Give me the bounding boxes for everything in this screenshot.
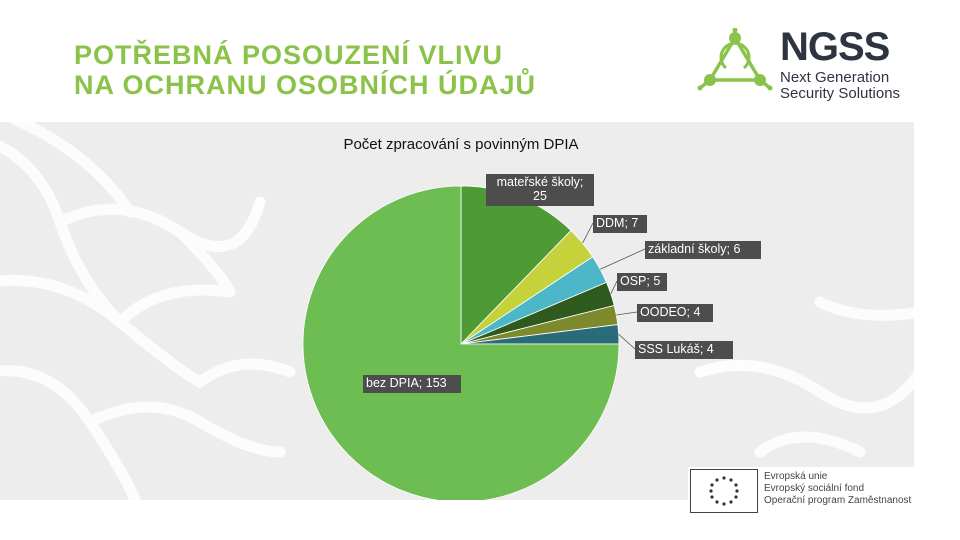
chart-title: Počet zpracování s povinným DPIA xyxy=(343,136,578,153)
data-label-oodeo: OODEO; 4 xyxy=(640,305,700,319)
leader-line xyxy=(618,334,636,350)
eu-funding-logo: Evropská unie Evropský sociální fond Ope… xyxy=(688,467,916,515)
data-label-sss-lukáš: SSS Lukáš; 4 xyxy=(638,342,714,356)
eu-stars-icon xyxy=(709,476,739,506)
ngss-brand-name: NGSS xyxy=(780,25,890,69)
slide-title: POTŘEBNÁ POSOUZENÍ VLIVU NA OCHRANU OSOB… xyxy=(74,40,536,100)
ngss-brand-line-1: Next Generation xyxy=(780,69,890,86)
background-pattern xyxy=(0,122,914,500)
slide-title-line-2: NA OCHRANU OSOBNÍCH ÚDAJŮ xyxy=(74,70,537,100)
eu-flag-icon xyxy=(690,469,758,513)
data-label-background xyxy=(645,241,761,259)
data-label-ddm: DDM; 7 xyxy=(596,216,638,230)
ngss-network-icon xyxy=(697,28,773,91)
ngss-brand-line-2: Security Solutions xyxy=(780,85,901,102)
slide-title-line-1: POTŘEBNÁ POSOUZENÍ VLIVU xyxy=(74,40,504,70)
leader-line xyxy=(582,222,594,244)
data-label-osp: OSP; 5 xyxy=(620,274,660,288)
data-label-základní-školy: základní školy; 6 xyxy=(648,242,740,256)
data-label-mateřské-školy: mateřské školy; xyxy=(497,175,584,189)
data-label-background xyxy=(363,375,461,393)
pie-slice-bez-dpia xyxy=(302,185,620,500)
chart-panel: Počet zpracování s povinným DPIA mateřsk… xyxy=(0,122,914,500)
eu-text-line-1: Evropská unie xyxy=(764,471,828,482)
data-label-background xyxy=(486,174,594,206)
data-label-bez-dpia: bez DPIA; 153 xyxy=(366,376,447,390)
ngss-logo: NGSS Next Generation Security Solutions xyxy=(696,25,920,108)
leader-line xyxy=(616,311,638,316)
pie-chart: Počet zpracování s povinným DPIA mateřsk… xyxy=(0,122,914,500)
eu-text-line-2: Evropský sociální fond xyxy=(764,483,865,494)
data-label-mateřské-školy: 25 xyxy=(533,189,547,203)
leader-line xyxy=(610,280,618,294)
data-label-background xyxy=(593,215,647,233)
data-label-background xyxy=(617,273,667,291)
leader-line xyxy=(600,248,646,270)
data-label-background xyxy=(635,341,733,359)
data-label-background xyxy=(637,304,713,322)
eu-text-line-3: Operační program Zaměstnanost xyxy=(764,495,912,506)
